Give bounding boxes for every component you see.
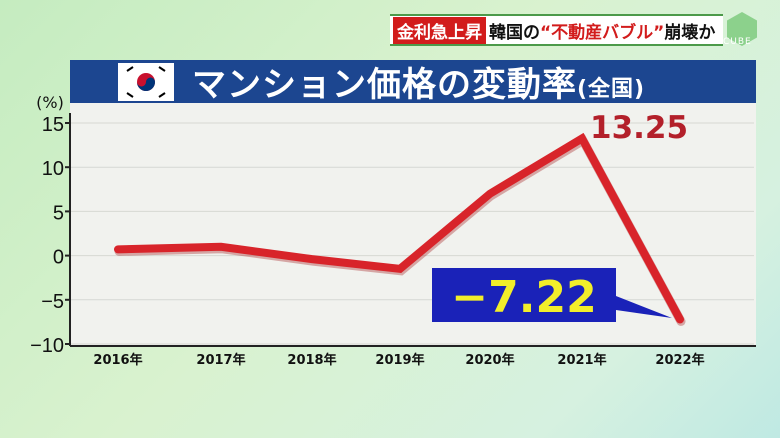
cube-logo-text: CUBE bbox=[723, 37, 752, 47]
annotation-trough-box bbox=[432, 268, 672, 322]
south-korea-flag-icon bbox=[118, 62, 174, 101]
y-axis-label: (%) bbox=[36, 93, 64, 112]
chart-panel bbox=[70, 103, 756, 346]
y-tick-label: 10 bbox=[42, 158, 64, 180]
title-banner: マンション価格の変動率(全国) bbox=[70, 57, 756, 106]
x-tick-label: 2018年 bbox=[287, 352, 336, 368]
headline-prefix: 韓国の bbox=[489, 22, 540, 43]
x-tick-label: 2017年 bbox=[196, 352, 245, 368]
data-point bbox=[117, 248, 119, 251]
x-tick-label: 2022年 bbox=[655, 352, 704, 368]
data-point bbox=[581, 137, 583, 140]
data-point bbox=[489, 192, 491, 195]
x-tick-label: 2021年 bbox=[557, 352, 606, 368]
x-tick-label: 2020年 bbox=[465, 352, 514, 368]
x-tick-label: 2019年 bbox=[375, 352, 424, 368]
chart-title: マンション価格の変動率(全国) bbox=[192, 57, 645, 106]
headline-quoted: “不動産バブル” bbox=[540, 22, 665, 43]
headline-bar: 金利急上昇 韓国の“不動産バブル”崩壊か bbox=[390, 14, 724, 46]
data-point bbox=[220, 245, 222, 248]
chart-title-sub: (全国) bbox=[577, 77, 646, 102]
data-point bbox=[311, 258, 313, 261]
y-tick-label: 0 bbox=[53, 247, 64, 269]
data-point bbox=[399, 267, 401, 270]
headline-tag: 金利急上昇 bbox=[393, 16, 486, 44]
x-tick-label: 2016年 bbox=[93, 352, 142, 368]
headline-suffix: 崩壊か bbox=[664, 22, 716, 43]
chart-title-main: マンション価格の変動率 bbox=[192, 65, 577, 105]
y-tick-label: −10 bbox=[30, 335, 64, 357]
y-tick-label: 5 bbox=[53, 202, 64, 224]
headline-text: 韓国の“不動産バブル”崩壊か bbox=[489, 18, 715, 43]
y-tick-label: −5 bbox=[41, 291, 64, 313]
annotation-trough: −7.22 bbox=[451, 272, 596, 323]
data-point bbox=[679, 318, 681, 321]
annotation-peak: 13.25 bbox=[590, 110, 688, 146]
y-tick-label: 15 bbox=[42, 114, 64, 136]
